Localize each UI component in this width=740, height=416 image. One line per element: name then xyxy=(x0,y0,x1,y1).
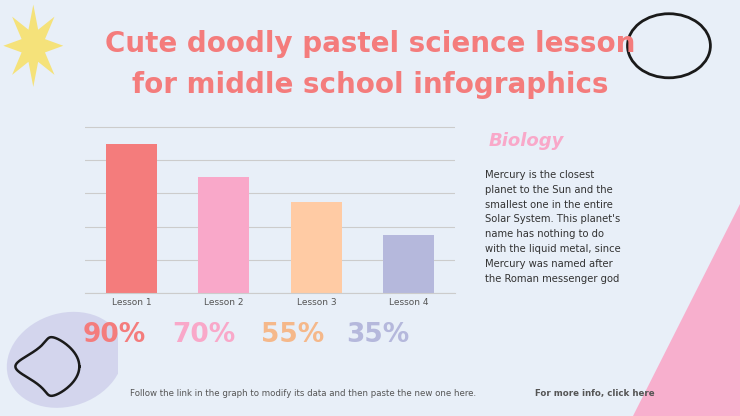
Bar xyxy=(106,144,157,293)
Text: 90%: 90% xyxy=(83,322,147,348)
Bar xyxy=(198,177,249,293)
Ellipse shape xyxy=(7,312,124,408)
Polygon shape xyxy=(633,204,740,416)
Text: Cute doodly pastel science lesson: Cute doodly pastel science lesson xyxy=(105,30,635,58)
Text: Mercury is the closest
planet to the Sun and the
smallest one in the entire
Sola: Mercury is the closest planet to the Sun… xyxy=(485,170,620,284)
Bar xyxy=(383,235,434,293)
Text: 55%: 55% xyxy=(260,322,324,348)
Text: for middle school infographics: for middle school infographics xyxy=(132,71,608,99)
Text: 70%: 70% xyxy=(172,322,235,348)
Text: Biology: Biology xyxy=(488,132,564,151)
Text: 35%: 35% xyxy=(346,322,409,348)
Text: Follow the link in the graph to modify its data and then paste the new one here.: Follow the link in the graph to modify i… xyxy=(130,389,476,398)
Text: For more info, click here: For more info, click here xyxy=(535,389,655,398)
Bar xyxy=(291,202,342,293)
Polygon shape xyxy=(3,5,63,87)
